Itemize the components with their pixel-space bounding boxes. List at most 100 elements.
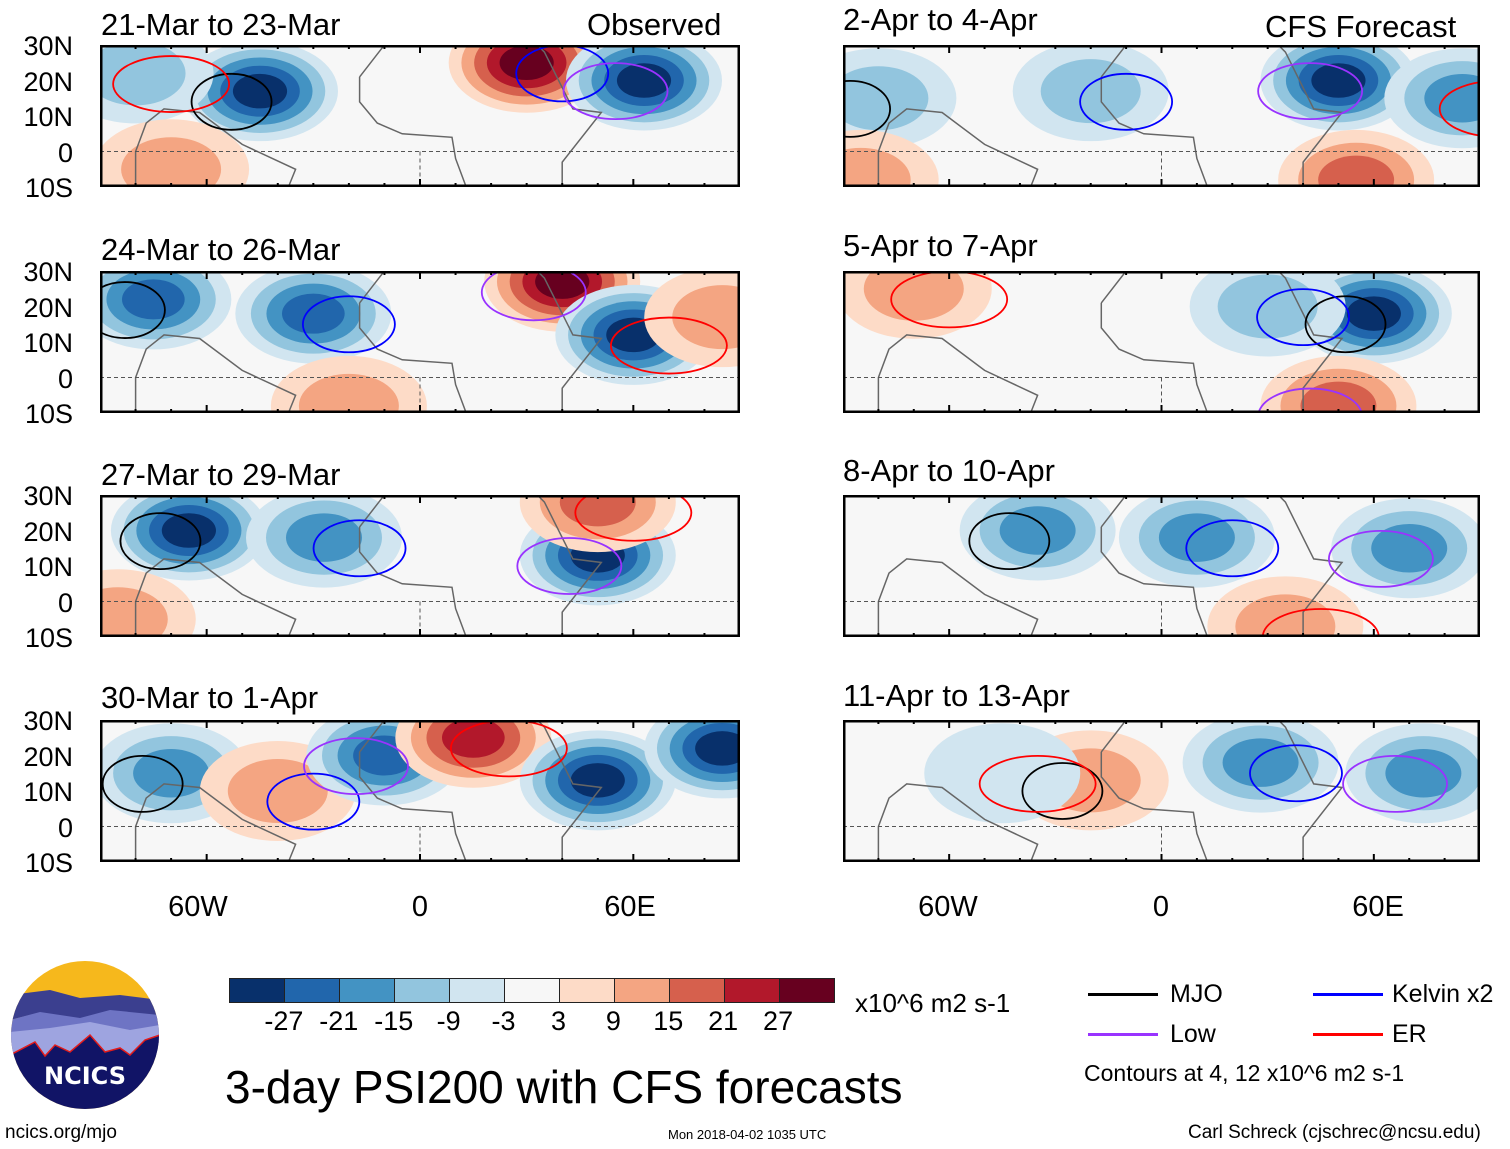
legend-line-er <box>1313 1033 1383 1036</box>
map-panel-7 <box>843 495 1483 637</box>
y-tick-label: 20N <box>23 741 73 772</box>
colorbar-swatch <box>559 979 614 1002</box>
panel-title-4: 30-Mar to 1-Apr <box>101 680 319 715</box>
map-panel-5 <box>843 45 1483 187</box>
map-panel-8 <box>843 720 1483 862</box>
negative-anomaly-shading <box>1346 296 1401 331</box>
wave-contour <box>1328 530 1434 588</box>
map-panel-6 <box>843 271 1483 413</box>
y-tick-label: 20N <box>23 516 73 547</box>
negative-anomaly-shading <box>282 293 345 334</box>
y-tick-label: 0 <box>57 812 73 843</box>
map-panel-2 <box>100 271 740 413</box>
colorbar-tick-label: -9 <box>436 1006 461 1036</box>
wave-contour <box>1342 755 1448 813</box>
negative-anomaly-shading <box>1222 738 1299 787</box>
coastline <box>877 720 1344 862</box>
colorbar-swatch <box>339 979 394 1002</box>
wave-contour <box>301 295 396 354</box>
negative-anomaly-shading <box>1158 513 1235 562</box>
wave-contour <box>1256 288 1350 347</box>
positive-anomaly-shading <box>1318 155 1395 187</box>
colorbar-units: x10^6 m2 s-1 <box>855 988 1011 1018</box>
map-panel-3 <box>100 495 740 637</box>
y-tick-label: 10N <box>23 328 73 358</box>
wave-contour <box>843 80 891 138</box>
colorbar-tick-label: -3 <box>491 1006 516 1036</box>
panel-title-3: 27-Mar to 29-Mar <box>101 457 341 492</box>
map-panel-4 <box>100 720 740 862</box>
negative-anomaly-shading <box>100 45 186 106</box>
y-tick-label: 20N <box>23 292 73 323</box>
negative-anomaly-shading <box>695 731 740 766</box>
ncics-logo: NCICS <box>10 960 160 1110</box>
positive-anomaly-shading <box>863 271 964 321</box>
legend-label-mjo: MJO <box>1170 980 1223 1008</box>
coastline <box>134 45 603 187</box>
panel-title-1: 21-Mar to 23-Mar <box>101 7 341 42</box>
positive-anomaly-shading <box>535 271 590 299</box>
x-tick-60w-left: 60W <box>168 891 228 923</box>
colorbar <box>229 978 835 1003</box>
negative-anomaly-shading <box>286 513 362 562</box>
negative-anomaly-shading <box>1385 748 1462 798</box>
wave-contour <box>968 512 1051 571</box>
y-tick-label: 10N <box>23 777 73 807</box>
coastline <box>877 271 1344 413</box>
wave-contour <box>266 772 361 831</box>
y-tick-label: 10N <box>23 102 73 132</box>
negative-anomaly-shading <box>161 513 216 548</box>
observed-label: Observed <box>587 7 722 42</box>
positive-anomaly-shading <box>672 285 740 350</box>
y-tick-label: 10S <box>24 173 73 203</box>
wave-contour <box>1249 744 1343 803</box>
panel-title-2: 24-Mar to 26-Mar <box>101 232 341 267</box>
positive-anomaly-shading <box>442 720 505 758</box>
colorbar-swatch <box>394 979 449 1002</box>
wave-contour <box>978 755 1097 813</box>
legend-line-kelvin <box>1313 993 1383 996</box>
author-credit: Carl Schreck (cjschrec@ncsu.edu) <box>1188 1122 1481 1143</box>
legend-label-kelvin: Kelvin x2 <box>1392 980 1494 1008</box>
colorbar-tick-label: 9 <box>605 1006 621 1036</box>
wave-contour <box>516 537 623 595</box>
wave-contour <box>1021 762 1104 820</box>
y-tick-label: 10S <box>24 848 73 878</box>
y-tick-label: 30N <box>23 706 73 736</box>
wave-contour <box>1438 81 1480 137</box>
x-tick-0-right: 0 <box>1152 891 1170 923</box>
map-panel-1 <box>100 45 740 187</box>
legend-line-mjo <box>1088 993 1158 996</box>
negative-anomaly-shading <box>1040 59 1141 124</box>
coastline <box>877 495 1344 637</box>
colorbar-tick-label: 3 <box>550 1006 566 1036</box>
x-tick-0-left: 0 <box>411 891 429 923</box>
wave-contour <box>1261 608 1380 637</box>
negative-anomaly-shading <box>616 63 672 98</box>
negative-anomaly-shading <box>1311 63 1366 98</box>
coastline <box>134 495 603 637</box>
wave-contour <box>119 512 202 571</box>
negative-anomaly-shading <box>133 748 210 798</box>
wave-contour <box>1079 72 1174 131</box>
wave-contour <box>609 316 728 375</box>
colorbar-swatch <box>779 979 834 1002</box>
panel-title-6: 5-Apr to 7-Apr <box>843 228 1038 263</box>
colorbar-tick-label: -21 <box>319 1006 359 1036</box>
wave-contour <box>1185 519 1280 578</box>
wave-contour <box>1257 62 1364 121</box>
figure-title: 3-day PSI200 with CFS forecasts <box>225 1061 903 1113</box>
colorbar-swatch <box>449 979 504 1002</box>
colorbar-swatch <box>669 979 724 1002</box>
logo-text: NCICS <box>44 1062 126 1090</box>
website-link[interactable]: ncics.org/mjo <box>5 1122 117 1143</box>
legend-line-low <box>1088 1033 1158 1036</box>
colorbar-tick-label: -27 <box>264 1006 304 1036</box>
coastline <box>877 45 1344 187</box>
y-tick-label: 30N <box>23 257 73 287</box>
contour-note: Contours at 4, 12 x10^6 m2 s-1 <box>1084 1060 1405 1086</box>
colorbar-swatch <box>504 979 559 1002</box>
negative-anomaly-shading <box>1371 523 1448 573</box>
positive-anomaly-shading <box>298 373 399 413</box>
positive-anomaly-shading <box>843 147 911 187</box>
